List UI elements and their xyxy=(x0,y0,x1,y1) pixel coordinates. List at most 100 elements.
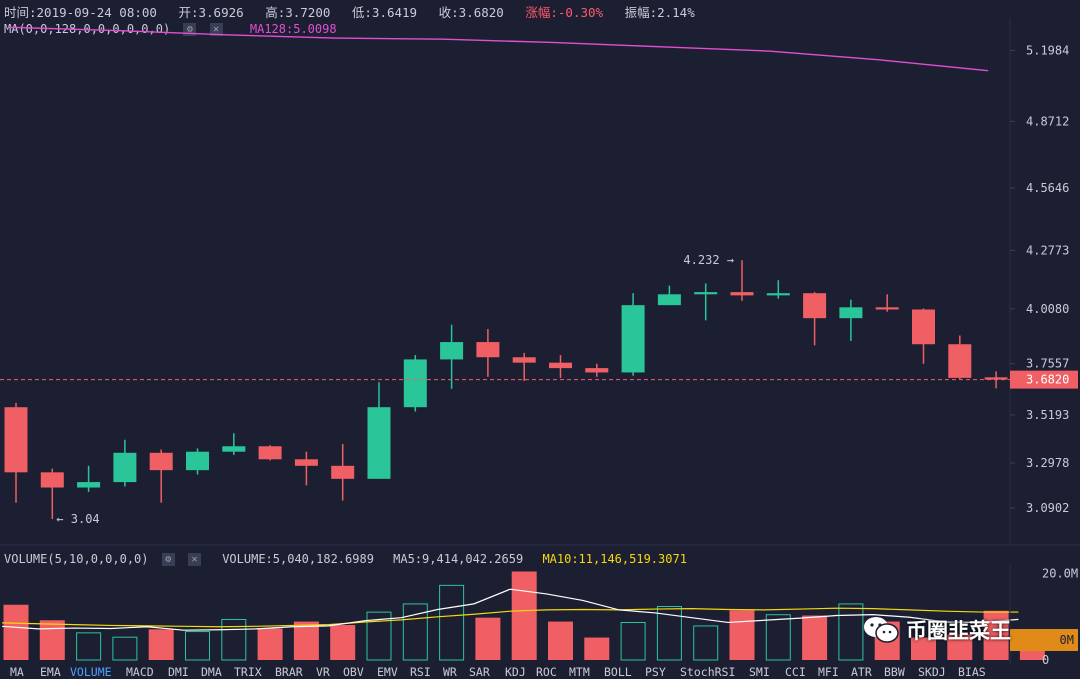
price-chart[interactable]: 5.1984 4.8712 4.5646 4.2773 4.0080 3.7557 3.51… xyxy=(0,0,1080,665)
volume-bar-up xyxy=(366,611,392,661)
volume-tick-label: 20.0M xyxy=(1042,567,1078,581)
volume-bar-up xyxy=(221,618,247,661)
candle-down xyxy=(40,472,64,488)
tab-macd[interactable]: MACD xyxy=(126,665,154,679)
candle-down xyxy=(585,368,609,373)
volume-ma10-value: MA10:11,146,519.3071 xyxy=(542,552,687,566)
tab-roc[interactable]: ROC xyxy=(536,665,557,679)
tab-mfi[interactable]: MFI xyxy=(818,665,839,679)
volume-bar-down xyxy=(148,629,174,660)
candle-down xyxy=(294,459,318,466)
candle-down xyxy=(875,307,899,310)
tab-dma[interactable]: DMA xyxy=(201,665,222,679)
price-tick-label: 3.2978 xyxy=(1026,456,1069,470)
candle-up xyxy=(694,292,718,295)
volume-bar-down xyxy=(911,637,936,660)
candle-up xyxy=(657,294,681,306)
tab-obv[interactable]: OBV xyxy=(343,665,364,679)
tab-psy[interactable]: PSY xyxy=(645,665,666,679)
volume-bar-up xyxy=(402,603,428,661)
tab-wr[interactable]: WR xyxy=(443,665,457,679)
volume-bar-down xyxy=(729,610,755,660)
tab-atr[interactable]: ATR xyxy=(851,665,872,679)
volume-bar-up xyxy=(693,625,719,661)
close-icon[interactable]: ✕ xyxy=(187,553,201,566)
watermark: 币圈韭菜王 xyxy=(862,610,1011,650)
ma128-value: MA128:5.0098 xyxy=(249,22,337,36)
tab-smi[interactable]: SMI xyxy=(749,665,770,679)
high-label: 高:3.7200 xyxy=(265,5,331,20)
tab-skdj[interactable]: SKDJ xyxy=(918,665,946,679)
settings-icon[interactable]: ⚙ xyxy=(161,553,175,566)
current-price-label: 3.6820 xyxy=(1026,373,1069,387)
tab-ema[interactable]: EMA xyxy=(40,665,61,679)
volume-bar-down xyxy=(511,571,537,660)
candle-down xyxy=(984,377,1008,380)
tab-emv[interactable]: EMV xyxy=(377,665,398,679)
volume-bar-down xyxy=(802,615,828,660)
candle-up xyxy=(222,446,246,452)
candle-down xyxy=(549,362,572,369)
candle-down xyxy=(948,344,972,378)
volume-bar-up xyxy=(185,631,210,661)
volume-bar-up xyxy=(620,622,646,661)
tab-bbw[interactable]: BBW xyxy=(884,665,905,679)
volume-indicator-label[interactable]: VOLUME(5,10,0,0,0,0) xyxy=(4,552,149,566)
volume-bar-down xyxy=(548,621,573,660)
volume-bar-down xyxy=(39,620,65,660)
tab-sar[interactable]: SAR xyxy=(469,665,490,679)
candle-down xyxy=(4,407,28,473)
tab-cci[interactable]: CCI xyxy=(785,665,806,679)
tab-mtm[interactable]: MTM xyxy=(569,665,590,679)
tab-stochrsi[interactable]: StochRSI xyxy=(680,665,736,679)
volume-bar-down xyxy=(584,637,610,660)
candle-up xyxy=(766,293,790,296)
tab-rsi[interactable]: RSI xyxy=(410,665,431,679)
volume-value: VOLUME:5,040,182.6989 xyxy=(222,552,374,566)
price-tick-label: 3.7557 xyxy=(1026,357,1069,371)
tab-bias[interactable]: BIAS xyxy=(958,665,986,679)
watermark-text: 币圈韭菜王 xyxy=(906,619,1011,643)
close-icon[interactable]: ✕ xyxy=(209,23,223,36)
volume-ma10-line xyxy=(1,607,1019,628)
volume-bar-down xyxy=(3,604,29,660)
volume-ma5-value: MA5:9,414,042.2659 xyxy=(393,552,524,566)
candle-up xyxy=(113,452,137,483)
volume-ma5-line xyxy=(1,588,1019,631)
tab-boll[interactable]: BOLL xyxy=(604,665,632,679)
candle-down xyxy=(476,342,500,358)
volume-bar-down xyxy=(947,634,973,660)
low-label: 低:3.6419 xyxy=(351,5,418,20)
indicator-tabs: MA EMA VOLUME MACD DMI DMA TRIX BRAR VR OBV EMV RSI… xyxy=(0,665,1080,679)
price-tick-label: 5.1984 xyxy=(1026,43,1069,57)
tab-volume[interactable]: VOLUME xyxy=(70,665,112,679)
volume-bar-up xyxy=(112,636,138,661)
volume-indicator-bar: VOLUME(5,10,0,0,0,0) ⚙ ✕ VOLUME:5,040,18… xyxy=(4,552,687,566)
candle-down xyxy=(258,446,282,460)
current-price-badge xyxy=(1010,370,1078,389)
ma128-line xyxy=(7,26,989,72)
volume-bar-up xyxy=(838,603,864,661)
candle-up xyxy=(621,305,645,373)
volume-bar-up xyxy=(439,584,465,661)
candle-down xyxy=(331,465,355,479)
time-label: 时间:2019-09-24 08:00 xyxy=(4,5,157,20)
open-label: 开:3.6926 xyxy=(178,5,244,20)
tab-dmi[interactable]: DMI xyxy=(168,665,189,679)
price-tick-label: 4.0080 xyxy=(1026,302,1069,316)
ohlc-info-bar: 时间:2019-09-24 08:00 开:3.6926 高:3.7200 低:… xyxy=(4,2,709,21)
tab-kdj[interactable]: KDJ xyxy=(505,665,526,679)
volume-bar-down xyxy=(330,625,356,660)
volume-bar-down xyxy=(257,628,283,660)
tab-vr[interactable]: VR xyxy=(316,665,330,679)
volume-bar-down xyxy=(983,610,1009,660)
candle-down xyxy=(730,292,754,296)
candle-up xyxy=(367,407,391,479)
tab-ma[interactable]: MA xyxy=(10,665,24,679)
tab-trix[interactable]: TRIX xyxy=(234,665,262,679)
close-label: 收:3.6820 xyxy=(438,5,504,20)
tab-brar[interactable]: BRAR xyxy=(275,665,303,679)
candle-down xyxy=(912,309,935,345)
low-annotation: ← 3.04 xyxy=(56,512,99,526)
volume-bar-up xyxy=(656,606,682,661)
